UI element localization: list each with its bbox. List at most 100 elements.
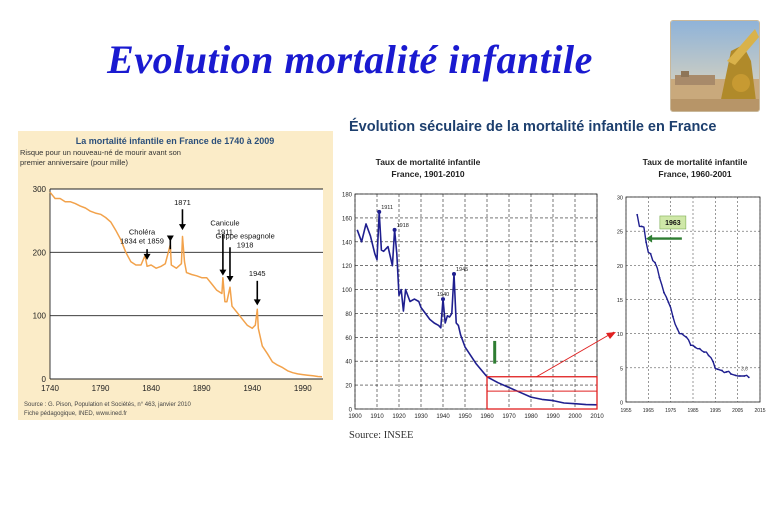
small-x-tick: 1975 [665, 408, 676, 414]
left-plot-area: 0 100 200 300 1740 1790 1840 1890 1940 1990 Cholér… [33, 185, 323, 393]
middle-y-tick: 140 [342, 240, 353, 246]
zoom-overlay [536, 331, 616, 378]
middle-x-tick: 1900 [348, 414, 362, 420]
middle-series-line [356, 211, 598, 406]
small-series-point [694, 346, 697, 349]
left-annotation-arrowhead [253, 299, 261, 306]
middle-x-tick: 1980 [524, 414, 538, 420]
middle-x-tick: 1950 [458, 414, 472, 420]
small-x-tick: 1995 [710, 408, 721, 414]
middle-y-tick: 120 [342, 264, 353, 270]
small-y-tick: 20 [617, 264, 623, 270]
small-y-tick: 10 [617, 332, 623, 338]
middle-peak-marker [452, 272, 456, 277]
left-y-tick: 0 [42, 375, 47, 384]
left-annotation-arrowhead [226, 276, 234, 282]
middle-x-tick: 1910 [370, 414, 384, 420]
middle-highlight-box [486, 376, 598, 410]
left-x-tick: 1890 [193, 384, 211, 393]
zoom-connector-arrowhead [606, 332, 616, 339]
middle-y-tick: 160 [342, 216, 353, 222]
middle-point-label: 1945 [456, 267, 468, 273]
left-annotation-label: Grippe espagnole 1918 [216, 231, 275, 249]
small-series-point [716, 368, 719, 371]
middle-peak-marker [392, 227, 397, 232]
middle-x-tick: 1930 [414, 414, 428, 420]
slide-title: Evolution mortalité infantile [107, 37, 593, 82]
left-x-tick: 1790 [92, 384, 110, 393]
middle-x-tick: 1970 [502, 414, 516, 420]
source-note: Source: INSEE [349, 430, 414, 441]
small-plot-area: 0 5 10 15 20 25 30 1955 1965 1975 1985 1995 2005 2015… [617, 196, 766, 415]
small-chart-title-1: Taux de mortalité infantile [643, 157, 748, 167]
middle-y-tick: 20 [345, 384, 352, 390]
small-series-point [707, 354, 710, 357]
small-end-value-label: 3,6 [741, 367, 748, 373]
small-y-tick: 0 [620, 401, 623, 407]
small-series-point [703, 351, 706, 354]
left-annotation-line: Choléra [129, 228, 156, 237]
small-series-point [640, 225, 643, 228]
left-x-tick: 1990 [294, 384, 312, 393]
small-series-point [739, 375, 741, 377]
left-annotation-line: Canicule [210, 219, 239, 228]
middle-plot-area: 0 20 40 60 80 100 120 140 160 180 1900 1910 1920 1930… [342, 193, 604, 421]
small-series-point [734, 374, 737, 377]
small-series-line [636, 214, 750, 378]
middle-peak-marker [441, 297, 445, 302]
left-y-tick: 300 [33, 185, 47, 194]
left-x-tick: 1840 [142, 384, 160, 393]
left-annotation-line: 1918 [237, 240, 254, 249]
middle-y-tick: 40 [345, 360, 352, 366]
small-series-point [712, 360, 714, 363]
small-series-point [685, 336, 688, 338]
small-series-point [667, 301, 670, 304]
small-chart-title-2: France, 1960-2001 [658, 169, 732, 179]
middle-x-tick: 1960 [480, 414, 494, 420]
small-series-point [743, 375, 746, 377]
small-series-point [663, 291, 665, 294]
small-series-point [649, 252, 652, 255]
small-y-tick: 25 [617, 230, 623, 236]
middle-chart-title-2: France, 1901-2010 [391, 169, 465, 179]
middle-y-tick: 60 [345, 336, 352, 342]
left-footnote-ined: Fiche pédagogique, INED, www.ined.fr [24, 411, 127, 417]
small-series-point [721, 369, 723, 372]
middle-y-tick: 100 [342, 288, 353, 294]
left-plot-background [50, 189, 323, 379]
middle-point-label: 1918 [397, 223, 409, 229]
small-plot-frame [625, 196, 761, 403]
small-x-tick: 1985 [687, 408, 698, 414]
small-x-tick: 1965 [643, 408, 654, 414]
left-annotation-arrowhead [178, 224, 186, 231]
small-series-point [676, 327, 679, 330]
small-y-tick: 15 [617, 298, 623, 304]
left-annotation-label: 1945 [249, 269, 266, 278]
small-series-point [672, 315, 674, 318]
middle-x-tick: 2000 [568, 414, 582, 420]
small-series-point [654, 261, 656, 264]
small-series-point [698, 347, 701, 350]
middle-chart-title-1: Taux de mortalité infantile [376, 157, 481, 167]
left-annotation-label: 1871 [174, 198, 191, 207]
small-x-tick: 2015 [754, 408, 765, 414]
small-x-tick: 1955 [620, 408, 631, 414]
small-series-point [645, 241, 647, 243]
left-y-tick: 100 [33, 312, 47, 321]
middle-point-label: 1940 [437, 292, 449, 298]
small-y-tick: 5 [620, 366, 623, 372]
small-series-point [680, 332, 683, 335]
left-footnote-source: Source : G. Pison, Population et Société… [24, 402, 191, 408]
small-series-point [747, 376, 750, 379]
small-1963-label-bg [659, 215, 687, 230]
zoom-connector-line [536, 331, 615, 378]
middle-x-tick: 2010 [590, 414, 604, 420]
middle-y-tick: 0 [349, 408, 353, 414]
left-chart-panel: La mortalité infantile en France de 1740… [18, 131, 333, 420]
left-annotation-line: 1834 et 1859 [120, 237, 164, 246]
left-chart-title: La mortalité infantile en France de 1740… [76, 136, 275, 146]
left-series-line [49, 191, 323, 378]
middle-y-tick: 180 [342, 193, 353, 199]
middle-x-tick: 1940 [436, 414, 450, 420]
small-series-point [689, 344, 692, 347]
